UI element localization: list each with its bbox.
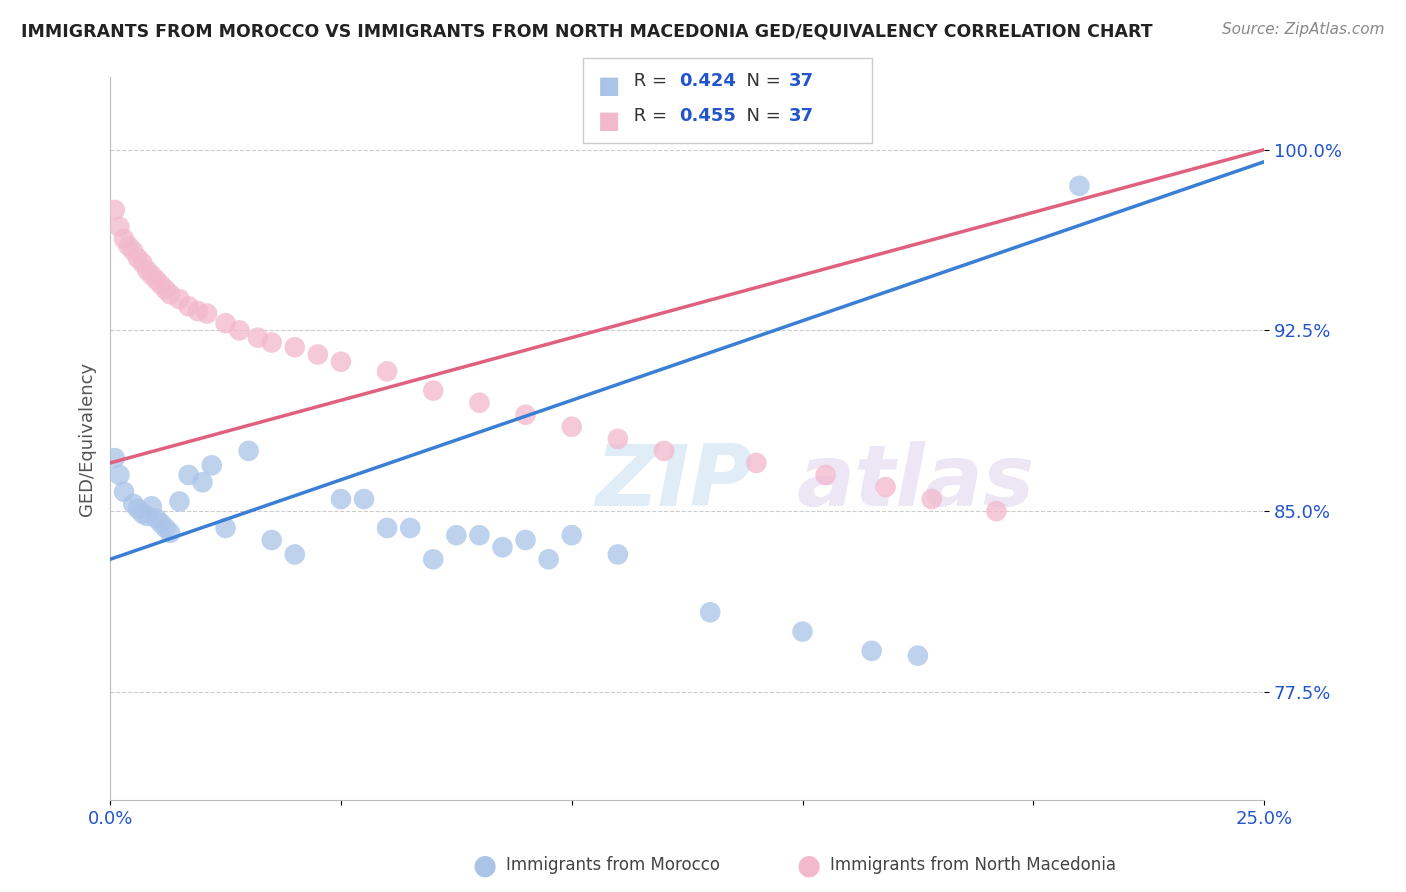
Point	[537, 552, 560, 566]
Point	[141, 268, 163, 282]
Point	[155, 521, 177, 535]
Point	[122, 497, 145, 511]
Text: R =: R =	[628, 72, 673, 90]
Point	[260, 533, 283, 547]
Point	[159, 287, 181, 301]
Point	[141, 500, 163, 514]
Point	[177, 299, 200, 313]
Text: 37: 37	[789, 72, 814, 90]
Point	[307, 347, 329, 361]
Point	[149, 277, 172, 292]
Point	[491, 541, 513, 555]
Point	[860, 644, 883, 658]
Point	[606, 432, 628, 446]
Point	[108, 467, 131, 482]
Point	[104, 451, 127, 466]
Point	[177, 467, 200, 482]
Point	[145, 273, 167, 287]
Point	[127, 501, 149, 516]
Point	[353, 491, 375, 506]
Text: R =: R =	[628, 107, 673, 125]
Point	[745, 456, 768, 470]
Point	[214, 316, 236, 330]
Point	[145, 511, 167, 525]
Point	[792, 624, 814, 639]
Point	[1069, 178, 1091, 193]
Point	[195, 307, 218, 321]
Point	[907, 648, 929, 663]
Point	[159, 525, 181, 540]
Point	[122, 244, 145, 258]
Point	[515, 533, 537, 547]
Text: N =: N =	[735, 72, 787, 90]
Point	[104, 202, 127, 217]
Text: N =: N =	[735, 107, 787, 125]
Point	[112, 484, 135, 499]
Point	[117, 239, 139, 253]
Point	[515, 408, 537, 422]
Point	[422, 552, 444, 566]
Text: ■: ■	[598, 109, 620, 133]
Point	[422, 384, 444, 398]
Point	[187, 304, 209, 318]
Point	[284, 340, 307, 354]
Point	[329, 355, 352, 369]
Point	[399, 521, 422, 535]
Point	[561, 419, 583, 434]
Point	[108, 219, 131, 234]
Text: ZIP: ZIP	[595, 441, 752, 524]
Point	[814, 467, 837, 482]
Point	[375, 364, 398, 378]
Point	[169, 292, 191, 306]
Point	[201, 458, 224, 473]
Point	[921, 491, 943, 506]
Point	[228, 323, 250, 337]
Text: 37: 37	[789, 107, 814, 125]
Point	[375, 521, 398, 535]
Text: Immigrants from Morocco: Immigrants from Morocco	[506, 856, 720, 874]
Text: Source: ZipAtlas.com: Source: ZipAtlas.com	[1222, 22, 1385, 37]
Point	[446, 528, 468, 542]
Text: 0.424: 0.424	[679, 72, 735, 90]
Point	[214, 521, 236, 535]
Point	[112, 232, 135, 246]
Text: Immigrants from North Macedonia: Immigrants from North Macedonia	[830, 856, 1115, 874]
Point	[136, 263, 159, 277]
Point	[468, 395, 491, 409]
Text: ■: ■	[598, 74, 620, 98]
Point	[329, 491, 352, 506]
Point	[606, 548, 628, 562]
Text: IMMIGRANTS FROM MOROCCO VS IMMIGRANTS FROM NORTH MACEDONIA GED/EQUIVALENCY CORRE: IMMIGRANTS FROM MOROCCO VS IMMIGRANTS FR…	[21, 22, 1153, 40]
Text: ●: ●	[472, 851, 498, 880]
Point	[136, 508, 159, 523]
Point	[284, 548, 307, 562]
Point	[246, 331, 269, 345]
Point	[986, 504, 1008, 518]
Point	[875, 480, 897, 494]
Point	[155, 283, 177, 297]
Point	[131, 256, 153, 270]
Text: atlas: atlas	[797, 441, 1035, 524]
Point	[169, 494, 191, 508]
Point	[652, 443, 675, 458]
Point	[127, 251, 149, 265]
Point	[191, 475, 214, 490]
Text: 0.455: 0.455	[679, 107, 735, 125]
Point	[699, 605, 721, 619]
Y-axis label: GED/Equivalency: GED/Equivalency	[79, 362, 96, 516]
Point	[561, 528, 583, 542]
Text: ●: ●	[796, 851, 821, 880]
Point	[468, 528, 491, 542]
Point	[149, 516, 172, 530]
Point	[260, 335, 283, 350]
Point	[131, 507, 153, 521]
Point	[238, 443, 260, 458]
